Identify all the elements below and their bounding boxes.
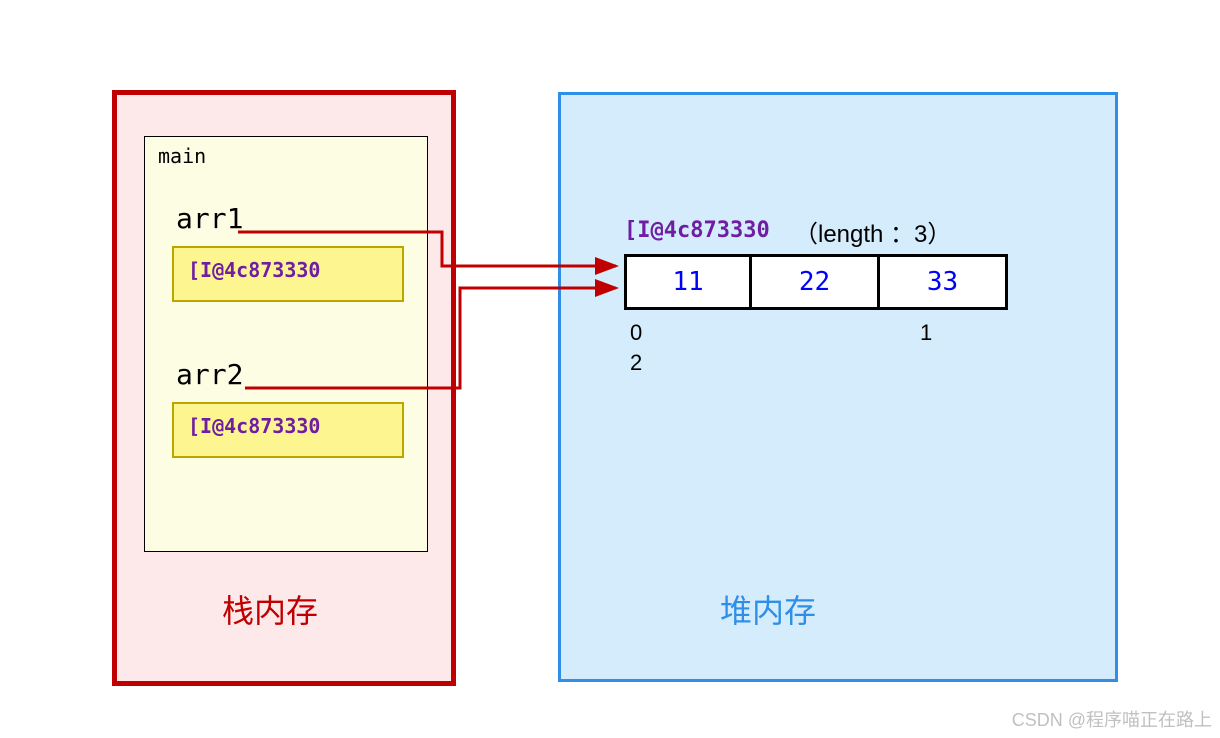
array-cell-2: 33 bbox=[880, 254, 1008, 310]
addr-box-arr1: [I@4c873330 bbox=[172, 246, 404, 302]
main-label: main bbox=[158, 144, 206, 168]
index-label-2: 1 bbox=[920, 320, 932, 346]
heap-region-label: 堆内存 bbox=[720, 586, 816, 632]
stack-region-label: 栈内存 bbox=[222, 586, 318, 632]
var-label-arr1: arr1 bbox=[176, 202, 243, 235]
var-label-arr2: arr2 bbox=[176, 358, 243, 391]
array-cell-0: 11 bbox=[624, 254, 752, 310]
array-cell-1: 22 bbox=[752, 254, 880, 310]
index-label-1: 2 bbox=[630, 350, 642, 376]
array-length-label: （length ：3） bbox=[794, 214, 951, 249]
heap-address-label: [I@4c873330 bbox=[624, 218, 770, 243]
main-frame-box bbox=[144, 136, 428, 552]
array-table: 11 22 33 bbox=[624, 254, 1008, 310]
addr-box-arr2: [I@4c873330 bbox=[172, 402, 404, 458]
addr-text-arr1: [I@4c873330 bbox=[188, 258, 320, 282]
addr-text-arr2: [I@4c873330 bbox=[188, 414, 320, 438]
watermark: CSDN @程序喵正在路上 bbox=[1012, 706, 1212, 732]
heap-memory-box bbox=[558, 92, 1118, 682]
index-label-0: 0 bbox=[630, 320, 642, 346]
